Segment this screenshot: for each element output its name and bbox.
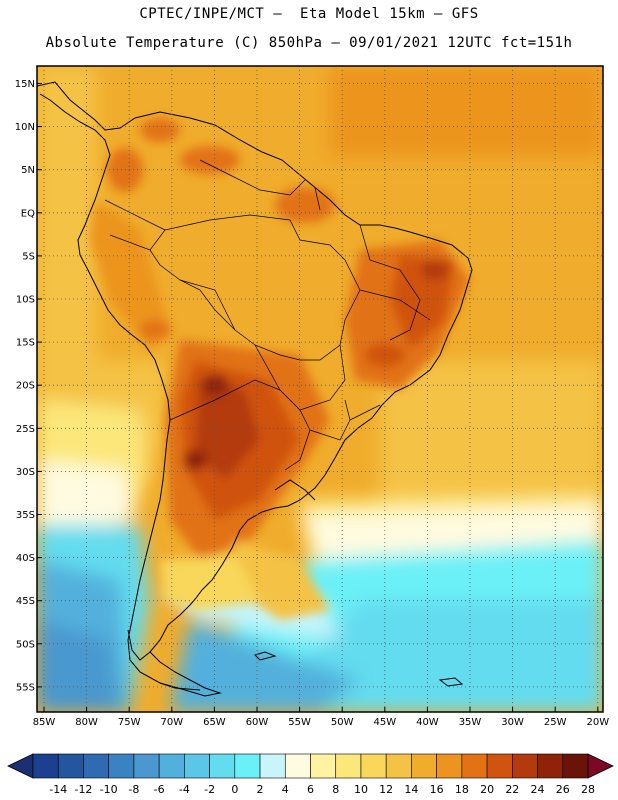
lon-label: 30W — [501, 717, 524, 728]
lon-label: 25W — [544, 717, 567, 728]
colorbar-segment — [108, 753, 135, 779]
lat-label: 10N — [15, 122, 35, 133]
colorbar-label: 8 — [332, 783, 339, 796]
colorbar-label: -4 — [179, 783, 190, 796]
lat-label: 5S — [22, 251, 35, 262]
colorbar-label: 2 — [257, 783, 264, 796]
colorbar-segment — [234, 753, 261, 779]
lat-label: 20S — [16, 381, 35, 392]
lon-label: 50W — [331, 717, 354, 728]
longitude-labels: 85W 80W 75W 70W 65W 60W 55W 50W 45W 40W 35W 30W 25W 2… — [33, 707, 609, 728]
colorbar-segment — [436, 753, 463, 779]
colorbar-segment — [133, 753, 160, 779]
lat-label: 30S — [16, 467, 35, 478]
colorbar: -14 -12 -10 -8 -6 -4 -2 0 2 4 6 8 10 12 14 16 18 20 22 24 26… — [7, 753, 614, 796]
lon-label: 85W — [33, 717, 56, 728]
colorbar-segment — [158, 753, 185, 779]
colorbar-under-arrow — [7, 753, 34, 779]
colorbar-label: 18 — [455, 783, 469, 796]
latitude-labels: 15N 10N 5N EQ 5S 10S 15S 20S 25S 30S 35S 40S 45S 50S 5… — [15, 79, 42, 693]
colorbar-segment — [209, 753, 236, 779]
colorbar-label: 20 — [480, 783, 494, 796]
colorbar-label: 24 — [531, 783, 545, 796]
lon-label: 40W — [416, 717, 439, 728]
temperature-field — [37, 66, 603, 712]
colorbar-segment — [385, 753, 412, 779]
colorbar-label: -8 — [128, 783, 139, 796]
colorbar-label: 22 — [505, 783, 519, 796]
coastline — [37, 81, 473, 697]
colorbar-label: 14 — [404, 783, 418, 796]
lat-label: 15S — [16, 338, 35, 349]
colorbar-segment — [486, 753, 513, 779]
colorbar-label: -6 — [154, 783, 165, 796]
lon-label: 60W — [246, 717, 269, 728]
lat-label: 25S — [16, 424, 35, 435]
colorbar-over-arrow — [587, 753, 614, 779]
lon-label: 80W — [75, 717, 98, 728]
lon-label: 70W — [160, 717, 183, 728]
lat-label: EQ — [21, 208, 35, 219]
lon-label: 45W — [373, 717, 396, 728]
lat-label: 15N — [15, 79, 35, 90]
colorbar-segment — [335, 753, 362, 779]
colorbar-segment — [259, 753, 286, 779]
colorbar-label: -2 — [204, 783, 215, 796]
colorbar-label: 28 — [581, 783, 595, 796]
colorbar-segment — [83, 753, 109, 779]
colorbar-label: 10 — [354, 783, 368, 796]
lat-label: 35S — [16, 510, 35, 521]
colorbar-label: -12 — [74, 783, 92, 796]
colorbar-label: -10 — [100, 783, 118, 796]
colorbar-segment — [32, 753, 59, 779]
colorbar-label: 26 — [556, 783, 570, 796]
lat-label: 45S — [16, 596, 35, 607]
lat-label: 10S — [16, 295, 35, 306]
colorbar-segment — [461, 753, 488, 779]
lat-label: 50S — [16, 639, 35, 650]
title-line-2: Absolute Temperature (C) 850hPa – 09/01/… — [45, 35, 573, 51]
colorbar-label: 4 — [282, 783, 289, 796]
colorbar-segment — [411, 753, 437, 779]
lon-label: 75W — [118, 717, 141, 728]
colorbar-segment — [284, 753, 311, 779]
colorbar-segment — [360, 753, 387, 779]
map-frame — [36, 65, 604, 713]
colorbar-label: 6 — [307, 783, 314, 796]
colorbar-segment — [512, 753, 538, 779]
lon-label: 35W — [459, 717, 482, 728]
lat-label: 40S — [16, 553, 35, 564]
lon-label: 55W — [288, 717, 311, 728]
lon-label: 65W — [203, 717, 226, 728]
colorbar-label: 0 — [231, 783, 238, 796]
colorbar-segment — [562, 753, 589, 779]
lon-label: 20W — [586, 717, 609, 728]
colorbar-label: 12 — [379, 783, 393, 796]
lat-label: 55S — [16, 682, 35, 693]
colorbar-segment — [184, 753, 210, 779]
lat-label: 5N — [21, 165, 35, 176]
colorbar-segment — [57, 753, 84, 779]
colorbar-label: -14 — [49, 783, 67, 796]
country-borders — [104, 159, 431, 471]
colorbar-segment — [537, 753, 564, 779]
colorbar-label: 16 — [430, 783, 444, 796]
title-line-1: CPTEC/INPE/MCT – Eta Model 15km – GFS — [139, 6, 479, 22]
colorbar-segment — [310, 753, 337, 779]
